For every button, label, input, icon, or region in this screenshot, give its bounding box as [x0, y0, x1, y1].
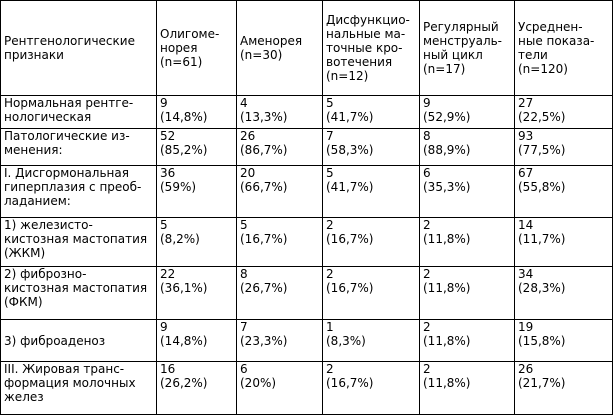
table-cell: 52 (85,2%) — [156, 128, 237, 166]
table-cell: 2 (16,7%) — [322, 361, 420, 415]
table-row: 3) фиброаденоз 9 (14,8%) 7 (23,3%) 1 (8,… — [0, 319, 613, 362]
row-label: Патологические из- менения: — [0, 128, 157, 166]
table-cell: 67 (55,8%) — [514, 165, 613, 218]
table-cell: 8 (88,9%) — [419, 128, 515, 166]
table-cell: 93 (77,5%) — [514, 128, 613, 166]
table-cell: 5 (41,7%) — [322, 95, 420, 129]
table-cell: 6 (20%) — [236, 361, 323, 415]
table-cell: 2 (11,8%) — [419, 217, 515, 267]
table-cell: 20 (66,7%) — [236, 165, 323, 218]
row-label: 2) фиброзно- кистозная мастопатия (ФКМ) — [0, 266, 157, 320]
table-cell: 5 (41,7%) — [322, 165, 420, 218]
table-cell: 2 (11,8%) — [419, 266, 515, 320]
table-cell: 2 (11,8%) — [419, 361, 515, 415]
table-cell: 27 (22,5%) — [514, 95, 613, 129]
table-cell: 14 (11,7%) — [514, 217, 613, 267]
table-row: III. Жировая транс- формация молочных же… — [0, 361, 613, 415]
header-cell-average: Усреднен- ные показа- тели (n=120) — [514, 0, 613, 96]
table-cell: 16 (26,2%) — [156, 361, 237, 415]
table-cell: 7 (58,3%) — [322, 128, 420, 166]
row-label: 1) железисто- кистозная мастопатия (ЖКМ) — [0, 217, 157, 267]
table-cell: 26 (86,7%) — [236, 128, 323, 166]
table-cell: 7 (23,3%) — [236, 319, 323, 362]
row-label: III. Жировая транс- формация молочных же… — [0, 361, 157, 415]
table-cell: 9 (14,8%) — [156, 319, 237, 362]
table-cell: 5 (16,7%) — [236, 217, 323, 267]
table-cell: 9 (52,9%) — [419, 95, 515, 129]
table-cell: 26 (21,7%) — [514, 361, 613, 415]
table-row: 2) фиброзно- кистозная мастопатия (ФКМ) … — [0, 266, 613, 320]
table-cell: 19 (15,8%) — [514, 319, 613, 362]
table-row: 1) железисто- кистозная мастопатия (ЖКМ)… — [0, 217, 613, 267]
table-cell: 2 (16,7%) — [322, 217, 420, 267]
table-row: I. Дисгормональная гиперплазия с преоб- … — [0, 165, 613, 218]
table-cell: 2 (11,8%) — [419, 319, 515, 362]
header-cell-oligomenorrhea: Олигоме- норея (n=61) — [156, 0, 237, 96]
table-cell: 34 (28,3%) — [514, 266, 613, 320]
row-label: I. Дисгормональная гиперплазия с преоб- … — [0, 165, 157, 218]
table-cell: 9 (14,8%) — [156, 95, 237, 129]
table-cell: 6 (35,3%) — [419, 165, 515, 218]
table-cell: 8 (26,7%) — [236, 266, 323, 320]
table-cell: 36 (59%) — [156, 165, 237, 218]
table-cell: 5 (8,2%) — [156, 217, 237, 267]
header-cell-regular-cycle: Регулярный менструаль- ный цикл (n=17) — [419, 0, 515, 96]
header-cell-dysfunctional-bleeding: Дисфункцио- нальные ма- точные кро- воте… — [322, 0, 420, 96]
table-cell: 2 (16,7%) — [322, 266, 420, 320]
table-cell: 22 (36,1%) — [156, 266, 237, 320]
header-cell-amenorrhea: Аменорея (n=30) — [236, 0, 323, 96]
header-cell-features: Рентгенологические признаки — [0, 0, 157, 96]
table-cell: 1 (8,3%) — [322, 319, 420, 362]
table-row: Нормальная рентге- нологическая 9 (14,8%… — [0, 95, 613, 129]
table-cell: 4 (13,3%) — [236, 95, 323, 129]
header-row: Рентгенологические признаки Олигоме- нор… — [0, 0, 613, 96]
row-label: Нормальная рентге- нологическая — [0, 95, 157, 129]
table-row: Патологические из- менения: 52 (85,2%) 2… — [0, 128, 613, 166]
row-label: 3) фиброаденоз — [0, 319, 157, 362]
